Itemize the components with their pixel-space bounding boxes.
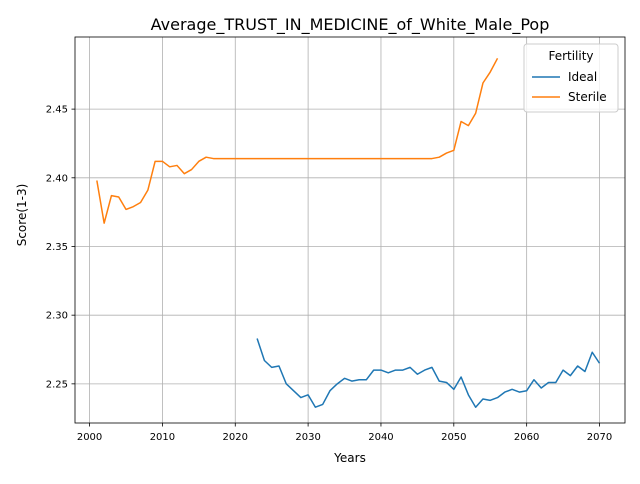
plot-frame	[74, 36, 626, 424]
series-line-sterile	[96, 57, 499, 224]
legend-label-sterile: Sterile	[568, 90, 607, 104]
series-lines	[96, 57, 601, 408]
legend: Fertility Ideal Sterile	[523, 43, 619, 113]
x-tick-label: 2050	[441, 432, 466, 443]
chart-title: Average_TRUST_IN_MEDICINE_of_White_Male_…	[151, 15, 550, 35]
y-tick-label: 2.40	[46, 173, 68, 184]
y-axis-label: Score(1-3)	[15, 184, 29, 247]
y-tick-label: 2.30	[46, 311, 68, 322]
series-line-ideal	[256, 338, 601, 408]
x-tick-label: 2030	[295, 432, 320, 443]
x-tick-label: 2010	[150, 432, 175, 443]
y-tick-label: 2.35	[46, 242, 68, 253]
x-tick-label: 2060	[514, 432, 539, 443]
x-tick-label: 2040	[368, 432, 393, 443]
axes: 2000 2010 2020 2030 2040 2050 2060 2070 2.25 2.30…	[46, 36, 626, 443]
x-tick-label: 2070	[587, 432, 612, 443]
x-tick-label: 2000	[77, 432, 102, 443]
legend-box	[523, 43, 619, 113]
x-tick-label: 2020	[223, 432, 248, 443]
y-tick-label: 2.25	[46, 379, 68, 390]
y-tick-label: 2.45	[46, 105, 68, 116]
legend-label-ideal: Ideal	[568, 70, 597, 84]
legend-title: Fertility	[548, 49, 593, 63]
x-axis-label: Years	[333, 451, 366, 465]
